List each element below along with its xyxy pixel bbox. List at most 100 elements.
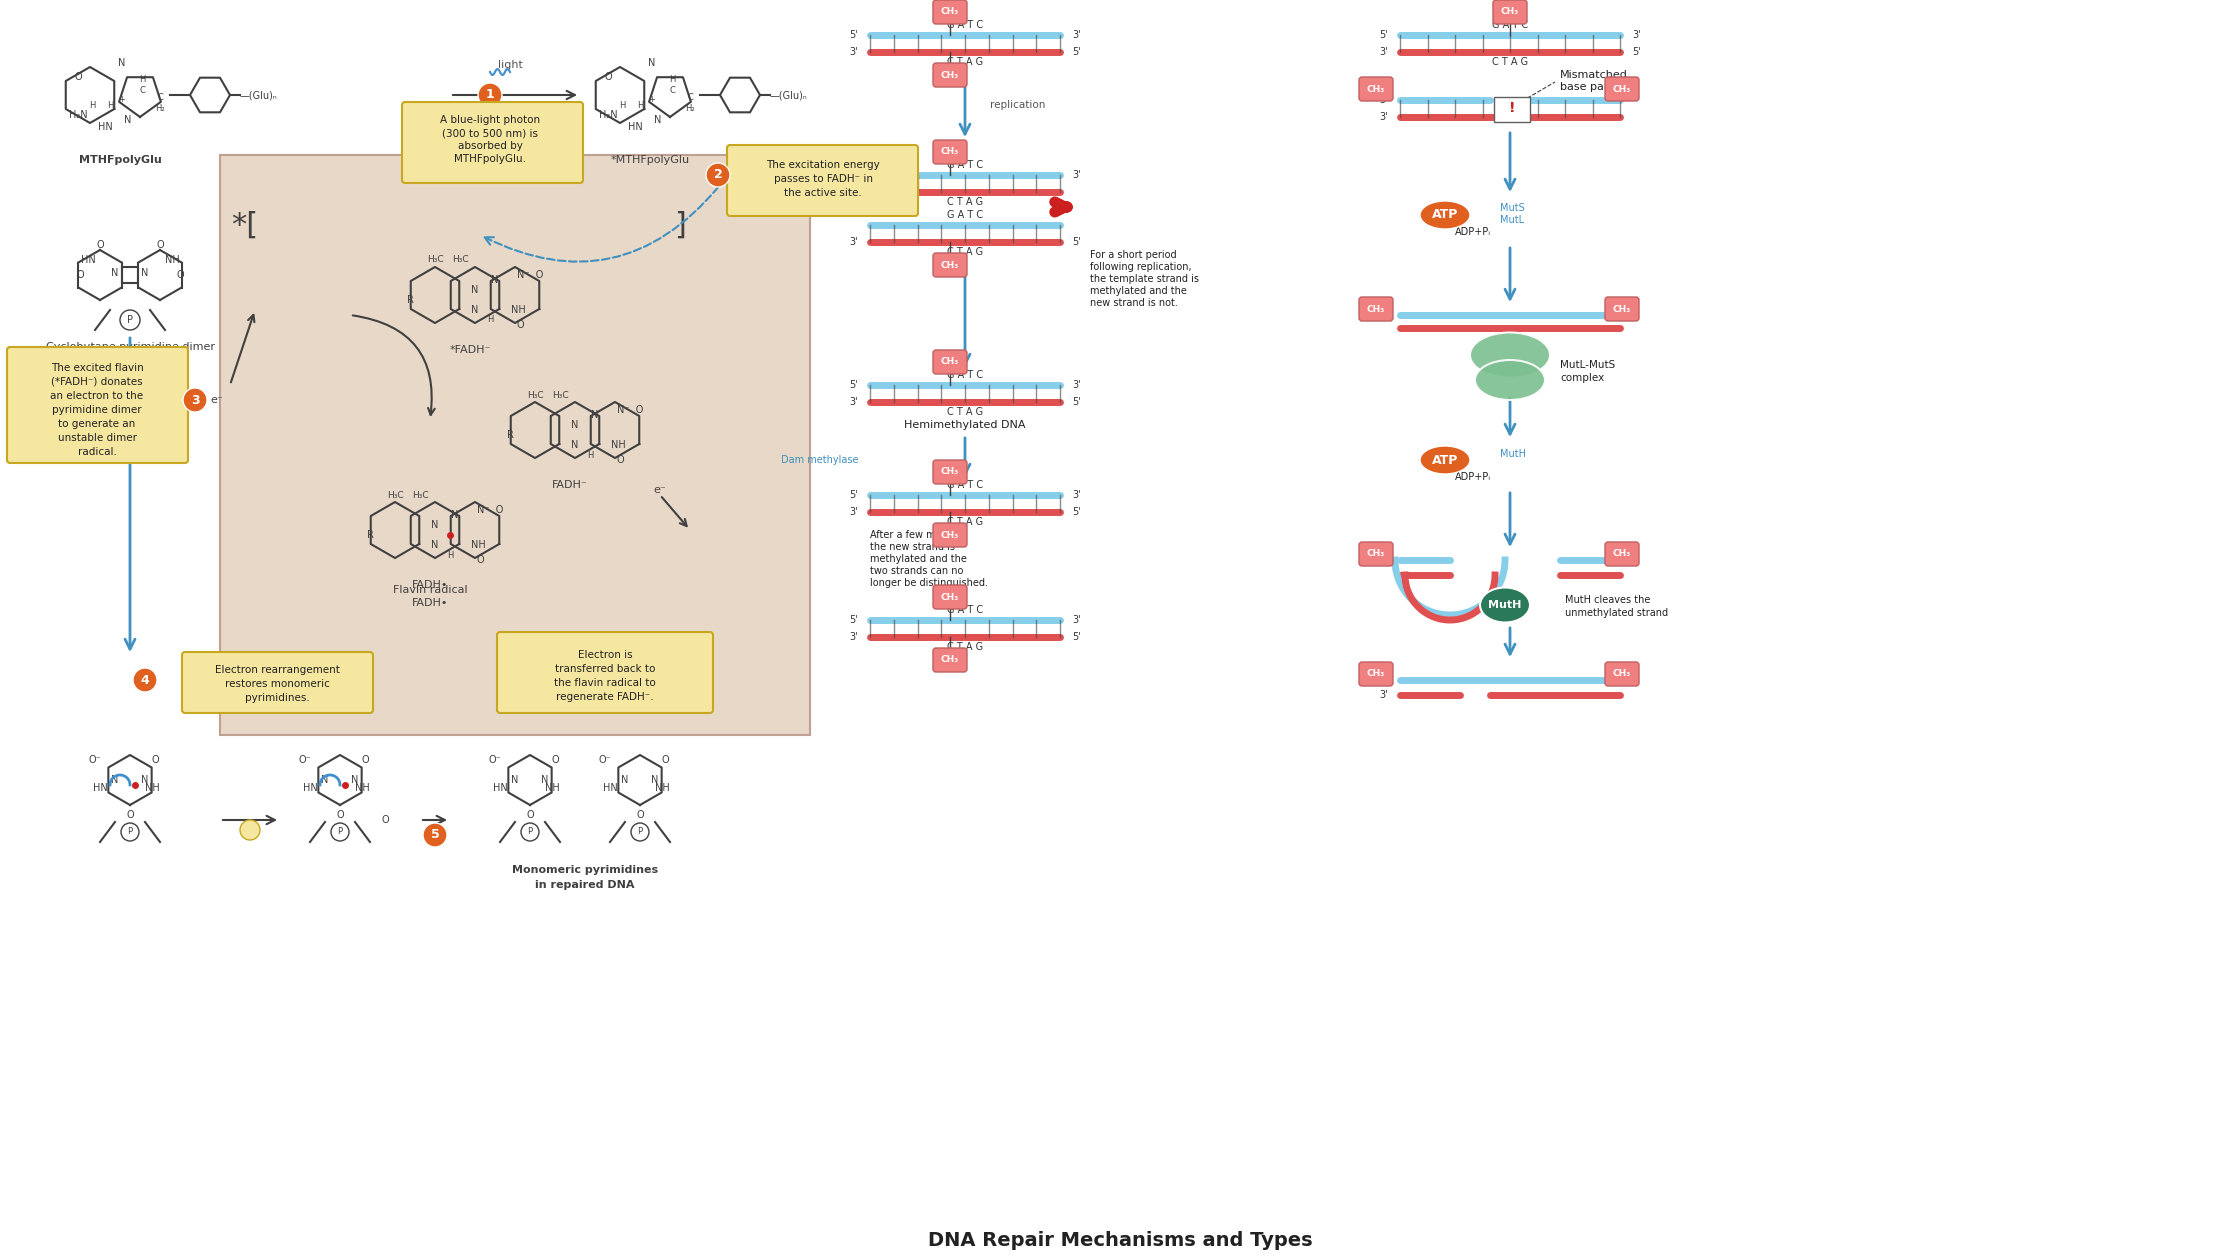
Text: 5': 5' [1633, 47, 1640, 57]
Text: light: light [497, 60, 522, 71]
Text: N: N [571, 440, 578, 450]
Text: 3': 3' [1073, 490, 1080, 500]
Text: CH₃: CH₃ [1613, 305, 1631, 314]
FancyBboxPatch shape [934, 63, 968, 87]
Text: H: H [486, 315, 493, 325]
Text: N⁻  O: N⁻ O [477, 505, 504, 515]
Text: CH₃: CH₃ [941, 71, 959, 79]
Text: 5': 5' [1073, 237, 1080, 247]
Text: NH: NH [654, 782, 670, 793]
Text: 5': 5' [1073, 397, 1080, 407]
Text: N: N [141, 775, 148, 785]
Text: *MTHFpolyGlu: *MTHFpolyGlu [612, 155, 690, 165]
Text: O⁻: O⁻ [90, 755, 101, 765]
Text: CH₃: CH₃ [1366, 305, 1384, 314]
Text: Hemimethylated DNA: Hemimethylated DNA [905, 420, 1026, 430]
Text: 5: 5 [430, 829, 439, 842]
Text: The excitation energy: The excitation energy [766, 160, 880, 170]
Text: 3': 3' [1633, 30, 1640, 40]
FancyBboxPatch shape [7, 346, 188, 462]
Text: 5': 5' [1073, 47, 1080, 57]
Text: NH: NH [612, 440, 625, 450]
Text: C
H₂: C H₂ [685, 93, 694, 112]
Text: H₃C: H₃C [412, 490, 428, 499]
Text: CH₃: CH₃ [1613, 549, 1631, 558]
Text: +: + [650, 96, 656, 105]
Text: two strands can no: two strands can no [869, 566, 963, 576]
Text: ADP+Pᵢ: ADP+Pᵢ [1456, 472, 1492, 483]
Text: Mismatched: Mismatched [1559, 71, 1628, 79]
Text: N: N [654, 115, 661, 125]
Text: HN: HN [603, 782, 618, 793]
Ellipse shape [1481, 587, 1530, 622]
Text: !: ! [1510, 101, 1514, 115]
Text: 5': 5' [1073, 507, 1080, 517]
Text: O: O [96, 239, 103, 249]
Text: 3': 3' [1073, 381, 1080, 391]
Text: N: N [470, 305, 479, 315]
Text: After a few minutes: After a few minutes [869, 530, 965, 541]
Text: G A T C: G A T C [948, 160, 983, 170]
Text: N: N [119, 58, 125, 68]
Text: Electron rearrangement: Electron rearrangement [215, 665, 340, 675]
Text: H: H [108, 101, 114, 110]
Text: the template strand is: the template strand is [1091, 273, 1198, 284]
Text: NH: NH [544, 782, 560, 793]
Text: 3: 3 [190, 393, 199, 407]
Text: MTHFpolyGlu: MTHFpolyGlu [78, 155, 161, 165]
Text: N: N [123, 115, 132, 125]
Text: pyrimidines.: pyrimidines. [244, 693, 309, 703]
FancyBboxPatch shape [1360, 542, 1393, 566]
Text: O: O [515, 320, 524, 330]
Text: e⁻: e⁻ [211, 394, 222, 404]
Text: 5': 5' [849, 30, 858, 40]
Text: CH₃: CH₃ [941, 147, 959, 156]
Text: R: R [408, 295, 414, 305]
FancyBboxPatch shape [1606, 542, 1640, 566]
Circle shape [121, 310, 139, 330]
Text: R: R [367, 530, 374, 541]
Text: MutH: MutH [1487, 600, 1521, 610]
Text: the active site.: the active site. [784, 188, 862, 198]
Text: G A T C: G A T C [948, 20, 983, 30]
Text: 5': 5' [1380, 30, 1389, 40]
Text: FADH•: FADH• [412, 598, 448, 609]
Text: Cyclobutane pyrimidine dimer: Cyclobutane pyrimidine dimer [45, 341, 215, 352]
Text: P: P [526, 828, 533, 837]
Text: O: O [477, 554, 484, 564]
Text: CH₃: CH₃ [1613, 84, 1631, 93]
Text: N: N [352, 775, 358, 785]
Text: G A T C: G A T C [948, 370, 983, 381]
Text: Electron is: Electron is [578, 650, 632, 660]
Circle shape [522, 823, 540, 840]
Text: Flavin radical: Flavin radical [392, 585, 468, 595]
Text: radical.: radical. [78, 447, 116, 457]
FancyBboxPatch shape [934, 585, 968, 609]
Text: *[: *[ [231, 210, 258, 239]
Text: CH₃: CH₃ [1501, 8, 1519, 16]
Text: O: O [74, 72, 83, 82]
Text: CH₃: CH₃ [1366, 549, 1384, 558]
Text: CH₃: CH₃ [941, 261, 959, 270]
Text: O: O [661, 755, 670, 765]
Text: N: N [112, 268, 119, 278]
Text: 1: 1 [486, 88, 495, 102]
Text: G A T C: G A T C [948, 210, 983, 220]
Text: P: P [128, 828, 132, 837]
Text: base pair: base pair [1559, 82, 1611, 92]
Text: H
C: H C [670, 76, 674, 94]
Text: O⁻: O⁻ [598, 755, 612, 765]
Text: G A T C: G A T C [1492, 20, 1528, 30]
Text: For a short period: For a short period [1091, 249, 1176, 260]
Circle shape [632, 823, 650, 840]
Text: HN: HN [302, 782, 318, 793]
Text: FADH⁻: FADH⁻ [551, 480, 587, 490]
Text: the flavin radical to: the flavin radical to [553, 678, 656, 688]
Circle shape [706, 163, 730, 186]
Text: Dam methylase: Dam methylase [782, 455, 858, 465]
Circle shape [423, 823, 448, 847]
Text: N⁻  O: N⁻ O [616, 404, 643, 415]
Text: C T A G: C T A G [948, 57, 983, 67]
FancyBboxPatch shape [497, 633, 712, 713]
Text: N⁻  O: N⁻ O [517, 270, 542, 280]
